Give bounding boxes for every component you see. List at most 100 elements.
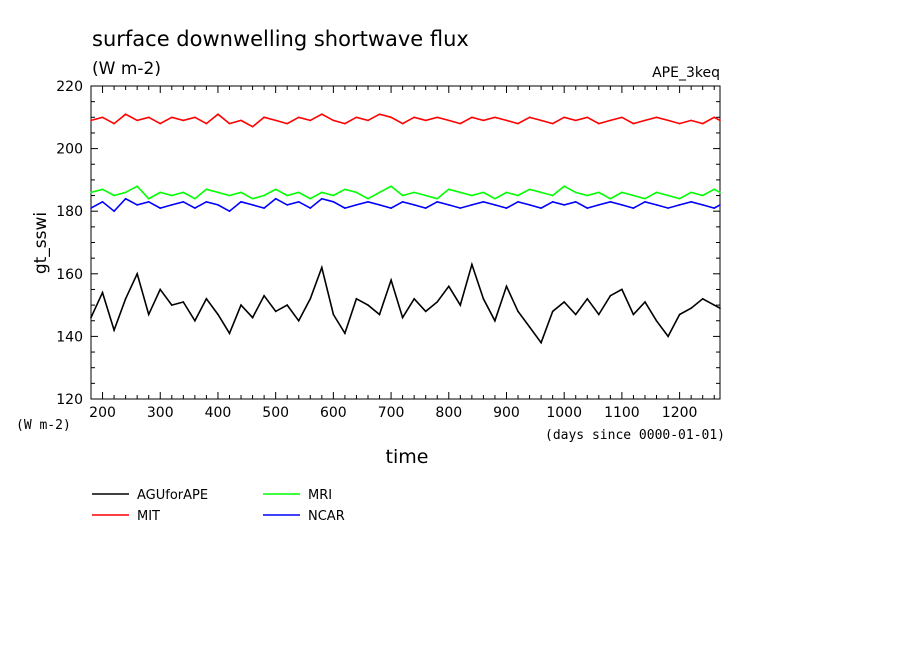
x-tick-label: 200 <box>89 405 116 421</box>
tick-labels: 200 300 400 500 600 700 800 900 1000 1100 1200 120 1… <box>56 79 697 421</box>
data-point-mri <box>101 188 104 191</box>
data-point-mri <box>482 191 485 194</box>
experiment-label: APE_3keq <box>652 65 720 81</box>
data-point-ncar <box>217 204 219 206</box>
data-point-mri <box>263 194 265 197</box>
data-point-mri <box>344 188 346 191</box>
data-point-mri <box>471 194 473 197</box>
chart-subtitle: (W m-2) <box>92 59 161 79</box>
data-point-mit <box>471 116 473 119</box>
data-point-mri <box>251 197 254 200</box>
data-point-ncar <box>286 204 289 206</box>
data-point-aguforape <box>332 313 335 316</box>
data-point-ncar <box>321 197 323 200</box>
data-point-mri <box>701 194 704 197</box>
data-point-mri <box>113 194 115 197</box>
data-point-aguforape <box>274 310 277 313</box>
data-point-mri <box>136 185 138 187</box>
data-point-mit <box>274 119 277 122</box>
data-point-mri <box>90 191 92 194</box>
data-point-mit <box>719 119 721 122</box>
y-tick-label: 200 <box>56 142 83 158</box>
data-point-aguforape <box>459 304 462 306</box>
data-point-ncar <box>182 201 185 203</box>
data-point-mri <box>644 197 646 200</box>
data-point-ncar <box>228 210 231 212</box>
data-point-aguforape <box>240 304 242 306</box>
data-point-mit <box>655 116 658 119</box>
data-point-mit <box>401 122 404 125</box>
data-point-mit <box>390 116 392 119</box>
data-point-mit <box>563 116 565 119</box>
data-point-mri <box>228 194 231 197</box>
data-point-aguforape <box>632 313 635 316</box>
series-line-ncar <box>90 197 721 213</box>
data-point-mri <box>528 188 531 191</box>
data-point-mit <box>344 122 346 125</box>
data-point-ncar <box>332 201 335 203</box>
data-point-ncar <box>621 204 623 206</box>
data-point-ncar <box>124 197 127 200</box>
data-point-mit <box>551 122 554 125</box>
data-point-mit <box>332 119 335 122</box>
data-point-aguforape <box>251 316 254 319</box>
data-point-aguforape <box>182 301 185 303</box>
data-point-aguforape <box>540 341 542 344</box>
data-point-aguforape <box>297 320 300 322</box>
data-point-aguforape <box>205 298 208 300</box>
data-point-ncar <box>424 207 427 209</box>
x-tick-label: 1100 <box>604 405 640 421</box>
data-point-aguforape <box>367 304 369 306</box>
y-tick-label: 120 <box>56 392 83 408</box>
data-point-mri <box>309 197 312 200</box>
data-point-mri <box>551 194 554 197</box>
data-point-mit <box>517 122 519 125</box>
legend-label-ncar: NCAR <box>308 509 345 524</box>
data-point-mri <box>719 191 721 194</box>
data-point-mri <box>540 191 542 194</box>
y-axis-label: gt_sswi <box>31 212 51 274</box>
legend-label-aguforape: AGUforAPE <box>137 488 208 503</box>
data-point-aguforape <box>644 301 646 303</box>
x-units-label: (days since 0000-01-01) <box>545 428 725 443</box>
data-point-ncar <box>644 201 646 203</box>
data-point-aguforape <box>528 326 531 328</box>
data-point-aguforape <box>124 298 127 300</box>
data-point-mit <box>297 116 300 119</box>
data-point-aguforape <box>217 313 219 316</box>
data-point-aguforape <box>713 304 715 306</box>
data-point-mit <box>632 122 635 125</box>
data-point-aguforape <box>719 307 721 310</box>
data-point-aguforape <box>505 285 508 288</box>
data-point-ncar <box>436 201 439 203</box>
data-point-mit <box>598 122 600 125</box>
y-tick-label: 140 <box>56 329 83 345</box>
data-point-mit <box>101 116 104 119</box>
data-point-ncar <box>251 204 254 206</box>
data-point-ncar <box>90 207 92 209</box>
data-point-ncar <box>574 201 577 203</box>
data-point-ncar <box>136 204 138 206</box>
data-point-ncar <box>719 204 721 206</box>
data-point-ncar <box>171 204 173 206</box>
data-point-mri <box>194 197 196 200</box>
data-point-aguforape <box>390 279 392 281</box>
data-point-ncar <box>655 204 658 206</box>
data-point-ncar <box>713 207 715 209</box>
data-point-ncar <box>194 207 196 209</box>
data-point-aguforape <box>482 298 485 300</box>
data-point-mri <box>182 191 185 194</box>
data-point-ncar <box>378 204 381 206</box>
data-point-ncar <box>448 204 450 206</box>
data-point-mit <box>448 119 450 122</box>
data-point-aguforape <box>448 285 450 288</box>
data-point-aguforape <box>90 316 92 319</box>
x-tick-label: 1200 <box>662 405 698 421</box>
data-point-aguforape <box>113 329 115 331</box>
data-point-aguforape <box>667 335 669 338</box>
data-point-mri <box>124 191 127 194</box>
data-point-mri <box>655 191 658 194</box>
data-point-mit <box>586 116 589 119</box>
data-point-aguforape <box>471 263 473 266</box>
